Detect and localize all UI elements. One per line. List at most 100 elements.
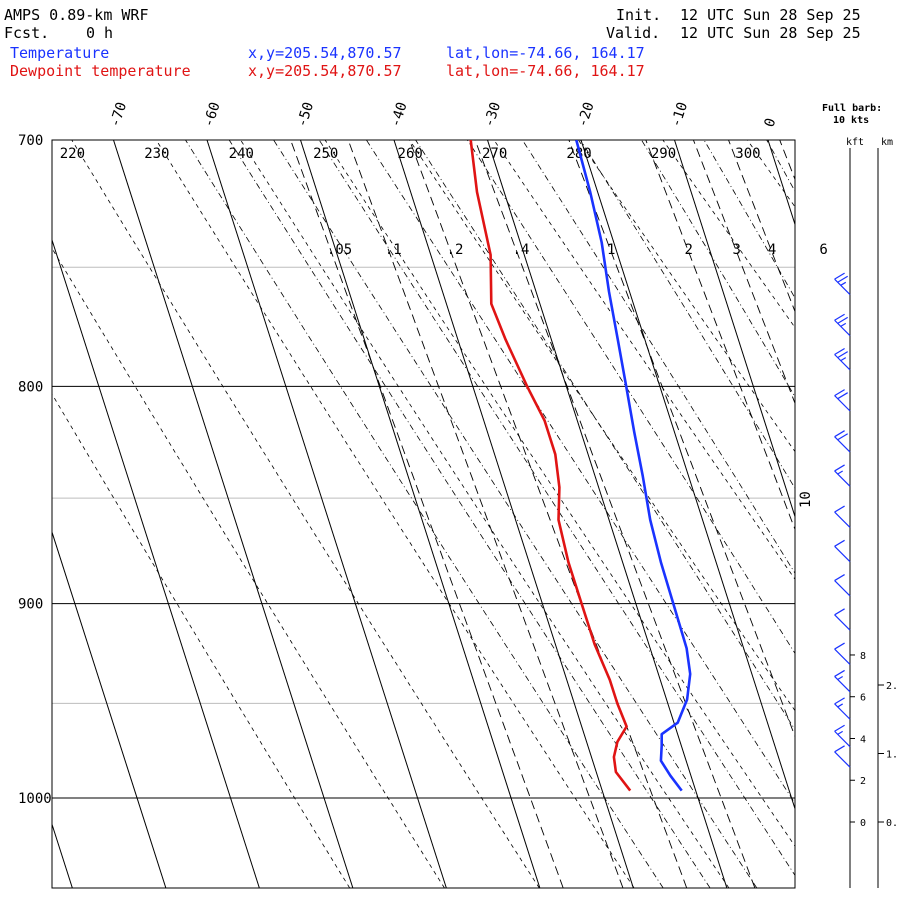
isoline-labels: -70 -60 -50 -40 -30 -20 -10 0 220 230 240 250 260 270… xyxy=(60,100,828,508)
wind-barb xyxy=(834,389,851,412)
legend-dewpoint-name: Dewpoint temperature xyxy=(10,62,191,80)
wind-barb-staff xyxy=(834,614,851,631)
mixing-ratio-line xyxy=(474,140,756,888)
wind-barb xyxy=(834,347,851,371)
mixing-ratio-label: 3 xyxy=(733,242,741,258)
wind-legend-line1: Full barb: xyxy=(822,103,882,114)
dry-adiabat-line xyxy=(240,140,730,888)
isotherm-line xyxy=(299,140,541,888)
wind-barb-flag xyxy=(837,433,848,441)
isotherm-line xyxy=(673,140,795,519)
mixing-ratio-label: 6 xyxy=(819,242,827,258)
isotherm-line xyxy=(486,140,728,888)
wind-barb-staff xyxy=(834,676,851,693)
dry-adiabat-line xyxy=(813,114,900,889)
wind-barb-flag xyxy=(840,357,847,362)
wind-barb xyxy=(834,505,851,528)
moist-adiabat-line xyxy=(185,140,664,888)
wind-barb xyxy=(834,642,851,665)
dry-adiabat-label: 270 xyxy=(482,146,507,162)
mixing-ratio-label: .05 xyxy=(327,242,352,258)
dry-adiabat-line xyxy=(897,114,900,889)
wind-barb-staff xyxy=(834,354,851,371)
wind-barb xyxy=(834,608,851,631)
wind-barb-flag xyxy=(837,470,843,475)
wind-barb-staff xyxy=(834,278,851,295)
wind-barb-flag xyxy=(840,281,847,286)
dry-adiabat-line xyxy=(71,140,540,888)
wind-barb-staff xyxy=(834,436,851,453)
wind-barb-flag xyxy=(834,574,845,582)
moist-adiabat-line xyxy=(814,114,900,889)
mixing-ratio-line xyxy=(347,140,624,888)
mixing-ratio-line xyxy=(692,140,795,405)
dry-adiabat-line xyxy=(324,140,795,847)
moist-adiabat-line xyxy=(415,140,795,731)
mixing-ratio-label: 4 xyxy=(768,242,776,258)
plot-frame: 700 800 900 1000 xyxy=(18,133,796,889)
dry-adiabat-line xyxy=(662,140,795,329)
wind-barb-flag xyxy=(834,608,845,616)
wind-barb-flag xyxy=(834,724,845,732)
sounding-profiles xyxy=(469,140,692,792)
wind-barb-flag xyxy=(834,272,845,280)
wind-barb-flag xyxy=(834,505,845,513)
isotherm-label: -50 xyxy=(294,100,317,129)
dry-adiabat-label: 240 xyxy=(229,146,254,162)
isotherm-label: -40 xyxy=(388,100,411,129)
wind-barb-flag xyxy=(837,351,848,359)
km-label: 2. xyxy=(886,681,898,692)
wind-barb-staff xyxy=(834,751,851,768)
init-time: 12 UTC Sun 28 Sep 25 xyxy=(680,6,861,24)
kft-label: kft xyxy=(846,137,864,148)
wind-barb xyxy=(834,669,851,693)
kft-label: 0 xyxy=(860,818,866,829)
dry-adiabat-label: 290 xyxy=(651,146,676,162)
dry-adiabat-line xyxy=(52,247,445,888)
legend-dewpoint-latlon: lat,lon=-74.66, 164.17 xyxy=(446,62,645,80)
model-title: AMPS 0.89-km WRF xyxy=(4,6,149,24)
isotherm-line xyxy=(52,238,260,888)
wind-barb-flag xyxy=(834,669,845,677)
isotherm-line xyxy=(112,140,354,888)
wind-barb-flag xyxy=(837,676,843,681)
wind-barb-flag xyxy=(834,745,845,753)
wind-barb-flag xyxy=(834,697,845,705)
wind-barb xyxy=(834,697,851,720)
moist-adiabat-line xyxy=(228,140,711,888)
dry-adiabat-label: 230 xyxy=(144,146,169,162)
wind-barb-staff xyxy=(834,470,851,487)
km-label: 0. xyxy=(886,818,898,829)
dry-adiabat-label: 220 xyxy=(60,146,85,162)
wind-barb xyxy=(834,313,851,337)
pressure-label: 800 xyxy=(18,379,43,395)
isotherm-label: -10 xyxy=(668,100,691,129)
wind-barb-flag xyxy=(834,642,845,650)
mixing-ratio-line xyxy=(728,140,795,313)
mixing-ratio-line xyxy=(645,140,795,531)
wind-barb-flag xyxy=(837,316,848,324)
temperature-profile xyxy=(575,140,692,792)
moist-adiabat-line xyxy=(365,140,795,805)
mixing-ratio-label: .1 xyxy=(385,242,402,258)
legend-temperature-latlon: lat,lon=-74.66, 164.17 xyxy=(446,44,645,62)
mixing-ratio-line xyxy=(409,140,688,888)
dry-adiabat-label: 260 xyxy=(398,146,423,162)
isotherm-line xyxy=(206,140,447,888)
valid-time: 12 UTC Sun 28 Sep 25 xyxy=(680,24,861,42)
wind-barb-flag xyxy=(834,389,845,397)
pressure-label: 700 xyxy=(18,133,43,149)
wind-barb-staff xyxy=(834,395,851,412)
kft-label: 2 xyxy=(860,776,866,787)
kft-label: 6 xyxy=(860,693,866,704)
wind-column: 0 2 4 6 8 0. 1. 2. xyxy=(834,148,898,888)
dry-adiabat-label: 300 xyxy=(735,146,760,162)
wind-barb xyxy=(834,272,851,295)
wind-barb-flag xyxy=(837,730,843,735)
isotherm-line xyxy=(393,140,634,888)
kft-label: 8 xyxy=(860,651,866,662)
mixing-ratio-label: 1 xyxy=(607,242,615,258)
legend-dewpoint-xy: x,y=205.54,870.57 xyxy=(248,62,402,80)
dewpoint-profile xyxy=(469,140,632,792)
